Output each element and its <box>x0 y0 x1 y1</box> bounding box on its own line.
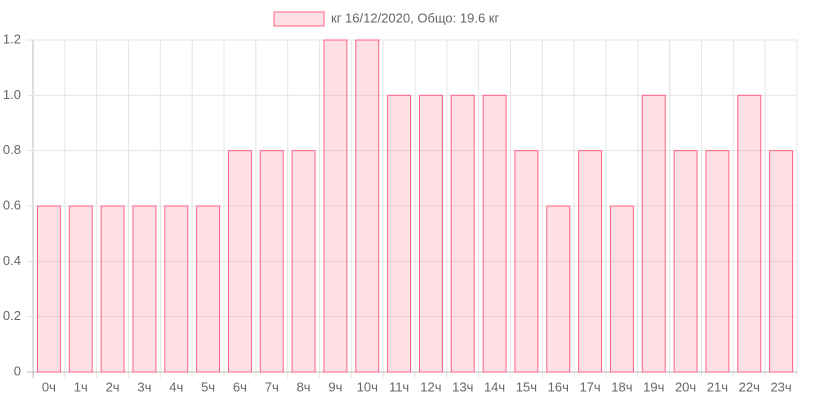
legend-label: кг 16/12/2020, Общо: 19.6 кг <box>331 10 499 25</box>
x-tick-label: 16ч <box>548 379 569 394</box>
bar <box>514 150 539 373</box>
x-tick-label: 3ч <box>137 379 151 394</box>
bar <box>737 94 762 373</box>
x-tick-label: 7ч <box>265 379 279 394</box>
bar <box>323 39 348 373</box>
y-tick-label: 1.2 <box>3 31 21 46</box>
y-tick-label: 0.8 <box>3 142 21 157</box>
bar <box>355 39 380 373</box>
bar <box>609 205 634 373</box>
y-tick-label: 0.4 <box>3 253 21 268</box>
x-tick-label: 0ч <box>42 379 56 394</box>
y-tick-label: 0.6 <box>3 197 21 212</box>
bar <box>705 150 730 373</box>
bar <box>68 205 93 373</box>
bar <box>769 150 794 373</box>
x-tick-label: 15ч <box>516 379 537 394</box>
x-tick-label: 18ч <box>611 379 632 394</box>
bar <box>196 205 221 373</box>
bar <box>418 94 443 373</box>
bar <box>100 205 125 373</box>
x-tick-label: 1ч <box>74 379 88 394</box>
x-tick-label: 20ч <box>675 379 696 394</box>
x-tick-label: 12ч <box>420 379 441 394</box>
bar <box>641 94 666 373</box>
x-tick-label: 9ч <box>328 379 342 394</box>
x-tick-label: 2ч <box>106 379 120 394</box>
y-tick-label: 0 <box>14 363 21 378</box>
bar <box>450 94 475 373</box>
bar <box>291 150 316 373</box>
bar <box>546 205 571 373</box>
x-tick-label: 5ч <box>201 379 215 394</box>
x-tick-label: 4ч <box>169 379 183 394</box>
bar <box>36 205 61 373</box>
x-tick-label: 14ч <box>484 379 505 394</box>
x-tick-label: 11ч <box>389 379 409 394</box>
bar <box>578 150 603 373</box>
x-tick-label: 23ч <box>770 379 791 394</box>
bar <box>387 94 412 373</box>
x-tick-label: 22ч <box>739 379 760 394</box>
bar <box>164 205 189 373</box>
x-tick-label: 10ч <box>357 379 378 394</box>
y-tick-label: 1.0 <box>3 87 21 102</box>
x-tick-label: 6ч <box>233 379 247 394</box>
bar <box>227 150 252 373</box>
x-tick-label: 19ч <box>643 379 664 394</box>
bar <box>482 94 507 373</box>
x-tick-label: 8ч <box>297 379 311 394</box>
bar <box>132 205 157 373</box>
x-tick-label: 21ч <box>707 379 728 394</box>
bar <box>259 150 284 373</box>
legend-swatch <box>273 11 325 27</box>
x-tick-label: 17ч <box>579 379 600 394</box>
y-tick-label: 0.2 <box>3 308 21 323</box>
x-tick-label: 13ч <box>452 379 473 394</box>
bar <box>673 150 698 373</box>
